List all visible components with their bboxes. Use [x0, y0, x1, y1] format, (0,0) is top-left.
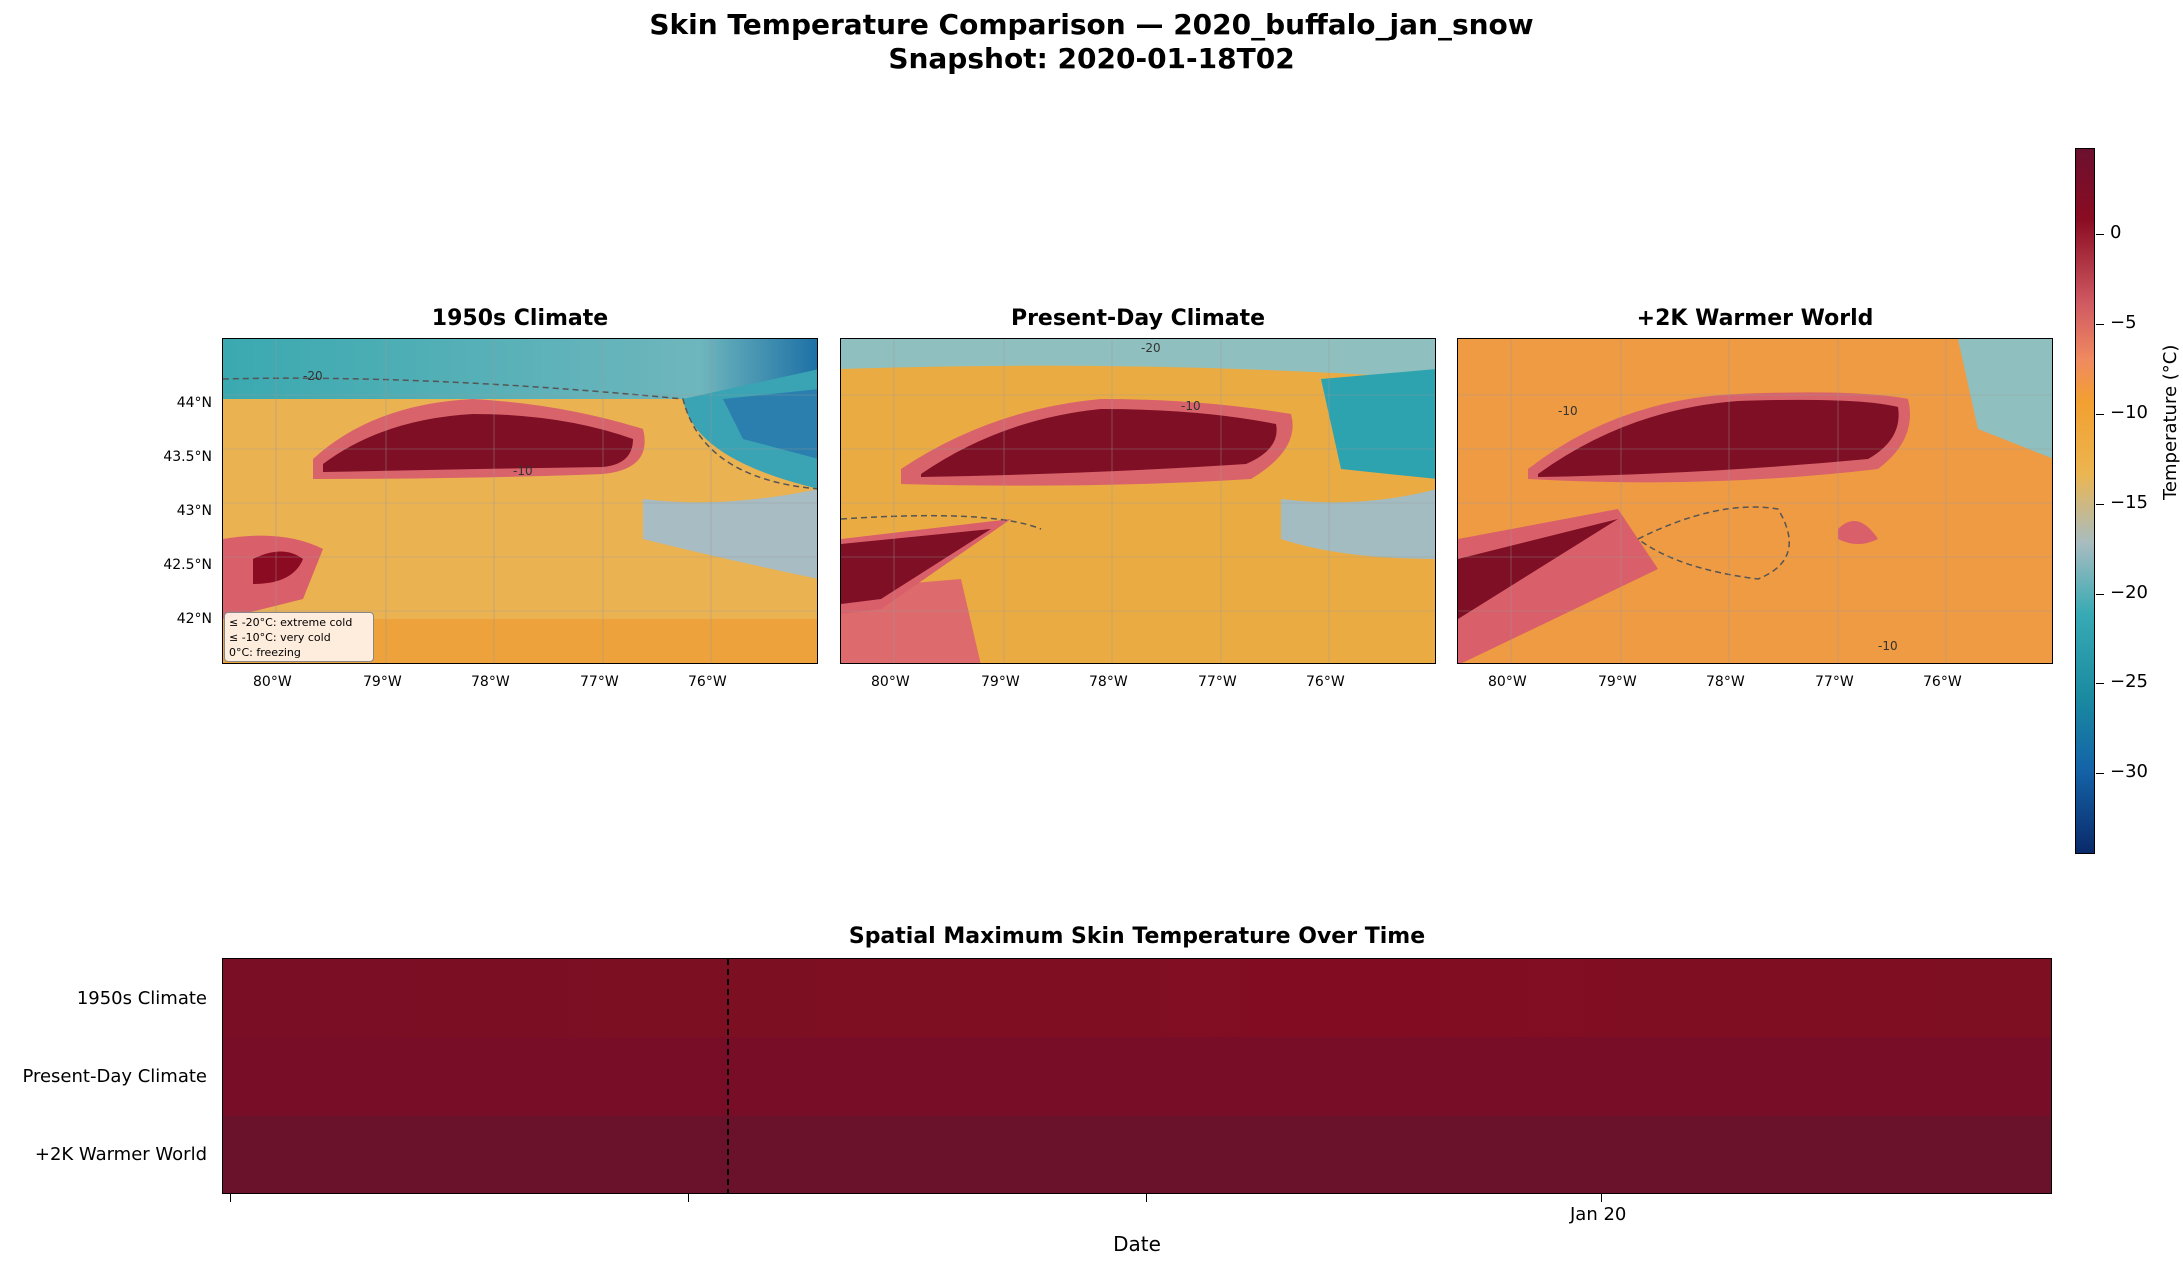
lat-tick-label: 42°N [176, 611, 212, 627]
colorbar-tick-mark [2096, 234, 2104, 236]
figure-title-line1: Skin Temperature Comparison — 2020_buffa… [649, 8, 1534, 41]
ts-row-label: Present-Day Climate [22, 1066, 207, 1087]
map-plus2k-image [1458, 339, 2052, 663]
ts-row-label: 1950s Climate [76, 988, 207, 1009]
colorbar-tick-label: −30 [2110, 761, 2148, 783]
lon-tick-label: 76°W [1306, 674, 1345, 690]
map-plus2k: -10 -10 [1457, 338, 2053, 664]
map-present-image [841, 339, 1435, 663]
ts-row-label: +2K Warmer World [34, 1144, 207, 1165]
panel-title-present: Present-Day Climate [1010, 306, 1266, 331]
lon-tick-label: 78°W [1089, 674, 1128, 690]
lon-tick-label: 78°W [1706, 674, 1745, 690]
lon-tick-label: 79°W [363, 674, 402, 690]
colorbar-tick-mark [2096, 413, 2104, 415]
lon-tick-label: 77°W [580, 674, 619, 690]
lon-tick-label: 78°W [471, 674, 510, 690]
contour-label: -10 [1181, 399, 1201, 413]
panel-title-1950s: 1950s Climate [431, 306, 609, 331]
lon-tick-label: 80°W [1488, 674, 1527, 690]
colorbar-tick-mark [2096, 503, 2104, 505]
x-tick-mark [230, 1194, 231, 1202]
colorbar-tick-label: −20 [2110, 581, 2148, 603]
lon-tick-label: 79°W [981, 674, 1020, 690]
colorbar-tick-label: −15 [2110, 491, 2148, 513]
lon-tick-label: 80°W [253, 674, 292, 690]
x-tick-label: Jan 20 [1570, 1204, 1627, 1225]
lat-tick-label: 43°N [176, 503, 212, 519]
panel-title-plus2k: +2K Warmer World [1636, 306, 1874, 331]
contour-label: -20 [1141, 341, 1161, 355]
lon-tick-label: 77°W [1198, 674, 1237, 690]
x-tick-mark [1601, 1194, 1602, 1202]
lat-tick-label: 43.5°N [163, 449, 212, 465]
x-tick-mark [688, 1194, 689, 1202]
colorbar-tick-mark [2096, 593, 2104, 595]
timeseries-title: Spatial Maximum Skin Temperature Over Ti… [848, 924, 1426, 949]
colorbar-tick-label: 0 [2110, 222, 2122, 244]
colorbar-tick-mark [2096, 683, 2104, 685]
snapshot-marker [727, 959, 729, 1193]
legend-entry: ≤ -20°C: extreme cold [229, 616, 353, 629]
contour-label: -10 [1878, 639, 1898, 653]
lon-tick-label: 79°W [1598, 674, 1637, 690]
legend-entry: 0°C: freezing [229, 646, 301, 659]
colorbar-tick-label: −10 [2110, 401, 2148, 423]
contour-label: -10 [1558, 404, 1578, 418]
timeseries-heatmap [222, 958, 2052, 1194]
ts-row-plus2k [223, 1116, 2051, 1193]
colorbar-tick-mark [2096, 773, 2104, 775]
colorbar [2075, 148, 2095, 854]
lon-tick-label: 76°W [1923, 674, 1962, 690]
ts-row-present [223, 1037, 2051, 1116]
colorbar-label: Temperature (°C) [2160, 344, 2181, 500]
legend-entry: ≤ -10°C: very cold [229, 631, 331, 644]
colorbar-tick-label: −5 [2110, 312, 2137, 334]
lat-tick-label: 44°N [176, 395, 212, 411]
colorbar-tick-label: −25 [2110, 671, 2148, 693]
contour-label: -20 [303, 369, 323, 383]
x-axis-label: Date [1113, 1232, 1161, 1256]
lon-tick-label: 80°W [871, 674, 910, 690]
contour-legend: ≤ -20°C: extreme cold ≤ -10°C: very cold… [224, 612, 374, 662]
figure-title-line2: Snapshot: 2020-01-18T02 [888, 42, 1295, 75]
lon-tick-label: 77°W [1815, 674, 1854, 690]
lon-tick-label: 76°W [688, 674, 727, 690]
ts-row-1950s [223, 959, 2051, 1037]
contour-label: -10 [513, 464, 533, 478]
x-tick-mark [1146, 1194, 1147, 1202]
map-present: -20 -10 [840, 338, 1436, 664]
colorbar-tick-mark [2096, 324, 2104, 326]
lat-tick-label: 42.5°N [163, 557, 212, 573]
